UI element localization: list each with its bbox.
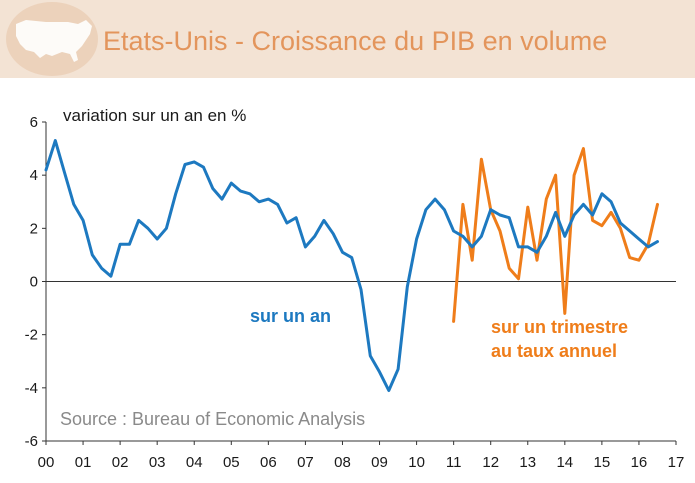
y-tick-label: 6: [30, 114, 38, 131]
x-tick-label: 13: [519, 454, 536, 471]
y-tick-label: 0: [30, 274, 38, 291]
series-label-quarterly-line1: sur un trimestre: [491, 317, 628, 337]
x-tick-label: 09: [371, 454, 388, 471]
series-layer: [44, 139, 659, 392]
x-tick-label: 06: [260, 454, 277, 471]
x-tick-label: 10: [408, 454, 425, 471]
x-tick-label: 16: [631, 454, 648, 471]
x-tick-label: 01: [75, 454, 92, 471]
source-note: Source : Bureau of Economic Analysis: [60, 409, 365, 429]
x-tick-label: 08: [334, 454, 351, 471]
series-line-annual: [44, 139, 659, 392]
usa-map-shape: [16, 20, 92, 62]
x-tick-label: 07: [297, 454, 314, 471]
series-line-quarterly: [452, 147, 659, 323]
series-label-quarterly-line2: au taux annuel: [491, 341, 617, 361]
x-tick-label: 12: [482, 454, 499, 471]
y-tick-label: -2: [25, 327, 38, 344]
header-band: Etats-Unis - Croissance du PIB en volume: [0, 0, 695, 78]
y-tick-label: 4: [30, 167, 38, 184]
x-tick-label: 04: [186, 454, 203, 471]
x-tick-label: 11: [446, 454, 462, 471]
x-tick-label: 15: [594, 454, 611, 471]
series-label-annual: sur un an: [250, 306, 331, 326]
x-tick-label: 00: [38, 454, 55, 471]
axes-layer: 6 4 2 0 -2 -4 -600 01 02 03 04 05 06 07 08 09 10 11 12 13 14…: [25, 114, 685, 471]
y-tick-label: -6: [25, 433, 38, 450]
chart-title: Etats-Unis - Croissance du PIB en volume: [103, 26, 608, 56]
x-tick-label: 17: [668, 454, 685, 471]
x-tick-label: 02: [112, 454, 129, 471]
y-tick-label: -4: [25, 380, 38, 397]
y-axis-label: variation sur un an en %: [63, 106, 246, 125]
x-tick-label: 03: [149, 454, 166, 471]
usa-outline: [16, 20, 92, 62]
plot-background: [0, 78, 695, 483]
x-tick-label: 14: [556, 454, 573, 471]
y-tick-label: 2: [30, 220, 38, 237]
usa-map-icon: [6, 2, 98, 76]
x-tick-label: 05: [223, 454, 240, 471]
